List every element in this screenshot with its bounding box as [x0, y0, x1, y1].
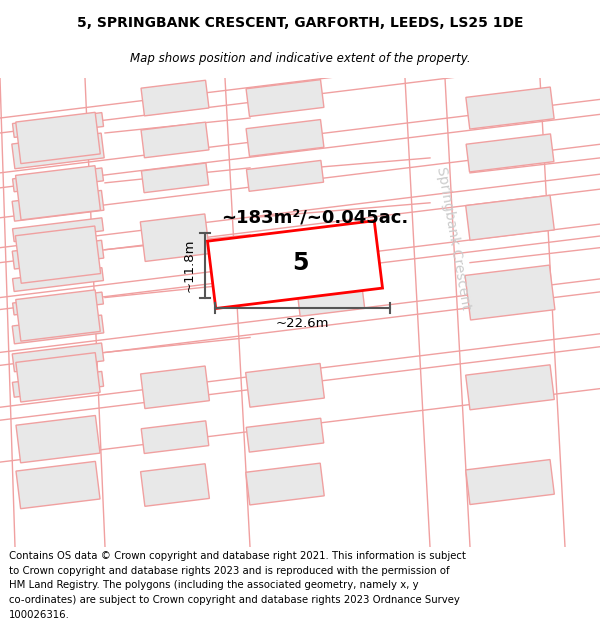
Polygon shape: [12, 191, 104, 221]
Polygon shape: [140, 366, 209, 409]
Polygon shape: [16, 416, 100, 463]
Polygon shape: [13, 218, 103, 242]
Polygon shape: [13, 112, 104, 138]
Polygon shape: [12, 315, 104, 344]
Polygon shape: [140, 464, 209, 506]
Polygon shape: [465, 265, 555, 320]
Polygon shape: [12, 240, 104, 269]
Text: ~11.8m: ~11.8m: [182, 238, 196, 292]
Polygon shape: [466, 87, 554, 129]
Polygon shape: [141, 80, 209, 116]
Polygon shape: [208, 221, 383, 309]
Polygon shape: [16, 112, 100, 164]
Polygon shape: [295, 269, 365, 316]
Text: ~22.6m: ~22.6m: [276, 317, 329, 330]
Polygon shape: [245, 363, 325, 407]
Polygon shape: [246, 463, 324, 505]
Polygon shape: [466, 365, 554, 410]
Polygon shape: [247, 161, 323, 191]
Polygon shape: [12, 133, 104, 169]
Text: 5: 5: [292, 251, 308, 274]
Polygon shape: [16, 461, 100, 509]
Polygon shape: [141, 421, 209, 454]
Polygon shape: [466, 459, 554, 504]
Text: Contains OS data © Crown copyright and database right 2021. This information is : Contains OS data © Crown copyright and d…: [9, 551, 466, 561]
Polygon shape: [246, 418, 324, 452]
Text: ~183m²/~0.045ac.: ~183m²/~0.045ac.: [221, 209, 409, 227]
Text: co-ordinates) are subject to Crown copyright and database rights 2023 Ordnance S: co-ordinates) are subject to Crown copyr…: [9, 595, 460, 605]
Text: Springbank Crescent: Springbank Crescent: [434, 165, 472, 310]
Polygon shape: [16, 352, 100, 402]
Text: HM Land Registry. The polygons (including the associated geometry, namely x, y: HM Land Registry. The polygons (includin…: [9, 581, 419, 591]
Polygon shape: [16, 166, 100, 220]
Polygon shape: [13, 268, 103, 291]
Polygon shape: [141, 122, 209, 158]
Polygon shape: [246, 119, 324, 156]
Polygon shape: [13, 371, 104, 398]
Text: 5, SPRINGBANK CRESCENT, GARFORTH, LEEDS, LS25 1DE: 5, SPRINGBANK CRESCENT, GARFORTH, LEEDS,…: [77, 16, 523, 31]
Polygon shape: [12, 343, 104, 372]
Polygon shape: [466, 134, 554, 172]
Polygon shape: [140, 214, 209, 261]
Polygon shape: [16, 290, 100, 341]
Text: 100026316.: 100026316.: [9, 610, 70, 620]
Polygon shape: [246, 79, 324, 116]
Polygon shape: [466, 195, 554, 240]
Polygon shape: [13, 168, 103, 192]
Polygon shape: [16, 226, 101, 283]
Text: Map shows position and indicative extent of the property.: Map shows position and indicative extent…: [130, 52, 470, 65]
Polygon shape: [13, 292, 103, 315]
Text: to Crown copyright and database rights 2023 and is reproduced with the permissio: to Crown copyright and database rights 2…: [9, 566, 449, 576]
Polygon shape: [142, 163, 209, 192]
